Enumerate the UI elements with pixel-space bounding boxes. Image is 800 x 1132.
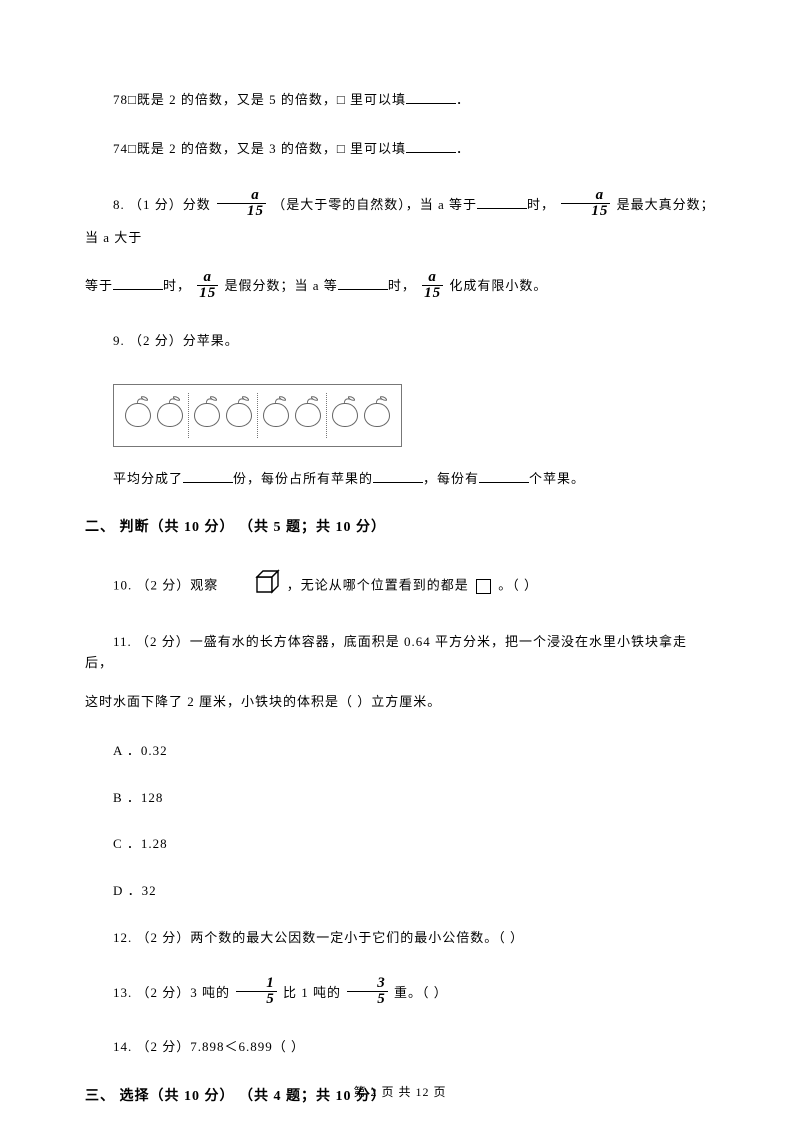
q13-frac2: 35 bbox=[347, 976, 388, 1007]
apple-icon bbox=[122, 395, 154, 429]
q13-c: 重。（ ） bbox=[394, 985, 448, 1000]
apple-icon bbox=[361, 395, 393, 429]
q7b-blank[interactable] bbox=[406, 90, 456, 104]
q8-frac1: a15 bbox=[217, 188, 266, 219]
q10-a: 10. （2 分）观察 bbox=[113, 577, 223, 592]
q11-choice-d[interactable]: D ．32 bbox=[113, 881, 715, 902]
q10-b: ，无论从哪个位置看到的都是 bbox=[287, 577, 473, 592]
q8-p2c: 是假分数；当 a 等 bbox=[225, 278, 338, 293]
q13-b: 比 1 吨的 bbox=[283, 985, 345, 1000]
q8-p2a: 等于 bbox=[85, 278, 113, 293]
q7c-blank[interactable] bbox=[406, 139, 456, 153]
apple-icon bbox=[260, 395, 292, 429]
q7c-line: 74□既是 2 的倍数，又是 3 的倍数，□ 里可以填 ． bbox=[85, 139, 715, 160]
apple-icon bbox=[154, 395, 186, 429]
square-icon bbox=[476, 579, 491, 594]
apple-group bbox=[327, 393, 395, 438]
q8-p1a: （是大于零的自然数），当 a 等于 bbox=[272, 197, 477, 212]
q8-line2: 等于 时， a15 是假分数；当 a 等 时， a15 化成有限小数。 bbox=[85, 269, 715, 303]
q9-s3: ，每份有 bbox=[423, 471, 479, 486]
q8-line1: 8. （1 分）分数 a15 （是大于零的自然数），当 a 等于时， a15 是… bbox=[85, 188, 715, 256]
apple-icon bbox=[191, 395, 223, 429]
q8-p2b: 时， bbox=[163, 278, 191, 293]
q7c-prefix: 74□既是 2 的倍数，又是 3 的倍数，□ 里可以填 bbox=[113, 141, 406, 156]
apple-group bbox=[120, 393, 189, 438]
q8-frac2: a15 bbox=[561, 188, 610, 219]
q9-blank1[interactable] bbox=[183, 469, 233, 483]
q9-blank3[interactable] bbox=[479, 469, 529, 483]
q8-p1b: 时， bbox=[527, 197, 555, 212]
section-2-heading: 二、 判断（共 10 分） （共 5 题；共 10 分） bbox=[85, 517, 715, 539]
q12-line: 12. （2 分）两个数的最大公因数一定小于它们的最小公倍数。（ ） bbox=[85, 928, 715, 949]
q9-s2: 份，每份占所有苹果的 bbox=[233, 471, 373, 486]
apple-diagram bbox=[113, 384, 402, 447]
q8-frac3: a15 bbox=[197, 270, 218, 301]
apple-icon bbox=[292, 395, 324, 429]
apple-group bbox=[258, 393, 327, 438]
q9-s1: 平均分成了 bbox=[113, 471, 183, 486]
q8-p2d: 时， bbox=[388, 278, 416, 293]
q11-choice-a[interactable]: A ．0.32 bbox=[113, 741, 715, 762]
q7b-prefix: 78□既是 2 的倍数，又是 5 的倍数，□ 里可以填 bbox=[113, 92, 406, 107]
q13-line: 13. （2 分）3 吨的 15 比 1 吨的 35 重。（ ） bbox=[85, 977, 715, 1010]
q11-line2: 这时水面下降了 2 厘米，小铁块的体积是（ ）立方厘米。 bbox=[85, 692, 715, 713]
q10-line: 10. （2 分）观察 ，无论从哪个位置看到的都是 。（ ） bbox=[85, 568, 715, 605]
q10-c: 。（ ） bbox=[498, 577, 538, 592]
q11-line1: 11. （2 分）一盛有水的长方体容器，底面积是 0.64 平方分米，把一个浸没… bbox=[85, 632, 715, 674]
apple-group bbox=[189, 393, 258, 438]
q8-frac4: a15 bbox=[422, 270, 443, 301]
q8-blank2[interactable] bbox=[113, 276, 163, 290]
q11-choice-c[interactable]: C ．1.28 bbox=[113, 834, 715, 855]
page-footer: 第 2 页 共 12 页 bbox=[0, 1083, 800, 1102]
q13-a: 13. （2 分）3 吨的 bbox=[113, 985, 234, 1000]
q9-sentence: 平均分成了 份，每份占所有苹果的 ，每份有 个苹果。 bbox=[85, 469, 715, 490]
q7b-line: 78□既是 2 的倍数，又是 5 的倍数，□ 里可以填 ． bbox=[85, 90, 715, 111]
q8-label: 8. （1 分）分数 bbox=[113, 197, 215, 212]
q9-s4: 个苹果。 bbox=[529, 471, 585, 486]
q7b-suffix: ． bbox=[456, 92, 470, 107]
q9-label: 9. （2 分）分苹果。 bbox=[85, 331, 715, 352]
apple-icon bbox=[329, 395, 361, 429]
q14-line: 14. （2 分）7.898＜6.899（ ） bbox=[85, 1037, 715, 1058]
q7c-suffix: ． bbox=[456, 141, 470, 156]
q8-p2e: 化成有限小数。 bbox=[449, 278, 547, 293]
q8-blank3[interactable] bbox=[338, 276, 388, 290]
apple-icon bbox=[223, 395, 255, 429]
cube-icon bbox=[226, 568, 280, 605]
q13-frac1: 15 bbox=[236, 976, 277, 1007]
q9-blank2[interactable] bbox=[373, 469, 423, 483]
q8-blank1[interactable] bbox=[477, 195, 527, 209]
q11-choice-b[interactable]: B ．128 bbox=[113, 788, 715, 809]
